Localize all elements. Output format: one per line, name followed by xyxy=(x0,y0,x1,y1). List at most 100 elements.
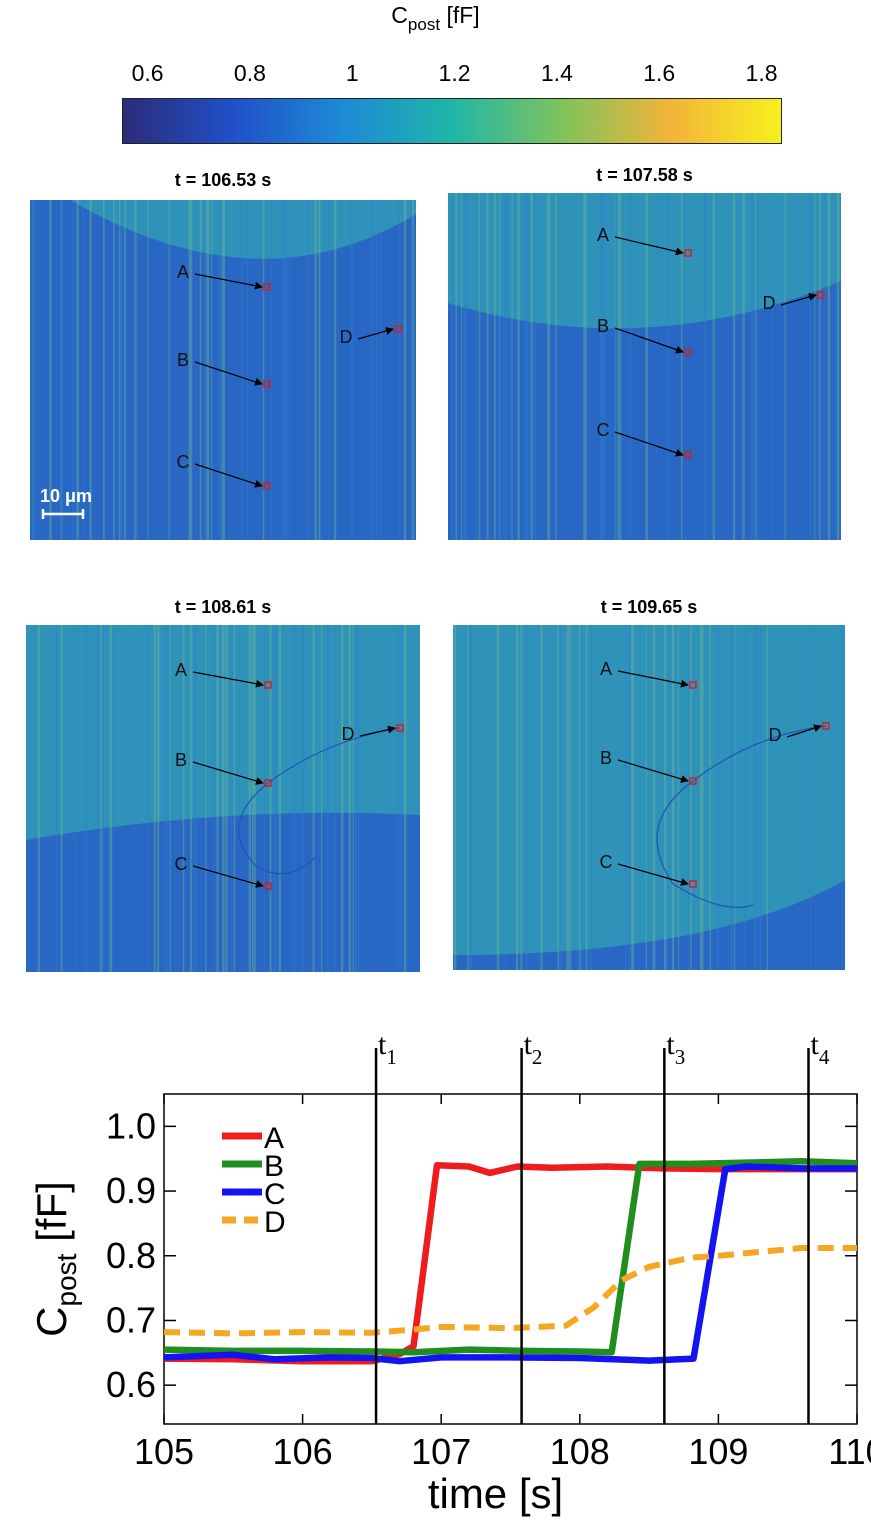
probe-point-b xyxy=(689,777,697,785)
time-marker-label: t4 xyxy=(810,1028,829,1069)
pointer-arrow xyxy=(617,670,689,688)
y-axis-label: Cpost [fF] xyxy=(28,1181,82,1337)
dark-domain xyxy=(30,200,416,540)
probe-label: B xyxy=(600,748,612,768)
probe-point-a xyxy=(684,249,692,257)
capacitance-map: A B C D xyxy=(448,193,841,540)
scale-bar-label: 10 μm xyxy=(40,486,92,506)
colorbar-tick-label: 0.8 xyxy=(233,60,266,86)
colorbar-tick-label: 1.6 xyxy=(643,60,676,86)
series-line-b xyxy=(163,1158,858,1356)
image-streaks xyxy=(451,193,841,540)
x-tick-label: 109 xyxy=(688,1431,748,1472)
probe-label: A xyxy=(177,262,189,282)
pointer-arrow xyxy=(617,863,689,886)
probe-point-b xyxy=(684,348,692,356)
probe-label: B xyxy=(175,750,187,770)
pointer-arrow xyxy=(786,724,822,738)
probe-point-a xyxy=(264,681,272,689)
probe-label: C xyxy=(597,420,610,440)
pointer-arrow xyxy=(617,759,689,783)
y-tick-label: 0.8 xyxy=(106,1235,156,1276)
probe-point-b xyxy=(264,779,272,787)
domain-wall-trace xyxy=(238,727,401,875)
time-marker-label: t3 xyxy=(666,1028,685,1069)
capacitance-map: A B C D xyxy=(453,625,845,970)
probe-point-c xyxy=(263,482,271,490)
colorbar-tick-label: 1.2 xyxy=(438,60,471,86)
colorbar-tick-label: 0.6 xyxy=(131,60,164,86)
probe-point-a xyxy=(263,283,271,291)
probe-label: C xyxy=(175,854,188,874)
series-line-c xyxy=(163,1163,857,1365)
probe-point-a xyxy=(689,681,697,689)
pointer-arrow xyxy=(359,725,396,737)
image-streaks xyxy=(453,625,843,970)
probe-point-c xyxy=(264,882,272,890)
switched-domain xyxy=(30,200,416,259)
pointer-arrow xyxy=(614,236,684,256)
colorbar-tick-label: 1.8 xyxy=(745,60,778,86)
colorbar-tick-label: 1.4 xyxy=(540,60,573,86)
pointer-arrow xyxy=(614,327,684,354)
switched-domain xyxy=(453,625,845,955)
x-tick-label: 110 xyxy=(828,1431,871,1472)
y-tick-label: 0.6 xyxy=(106,1364,156,1405)
pointer-arrow xyxy=(780,293,817,306)
pointer-arrow xyxy=(614,431,684,457)
colorbar-title: Cpost [fF] xyxy=(391,2,480,34)
probe-label: A xyxy=(597,225,609,245)
legend-label: A xyxy=(264,1122,284,1155)
image-panel-1: t = 106.53 s A B C D 10 μm xyxy=(30,170,416,540)
probe-label: C xyxy=(177,452,190,472)
pointer-arrow xyxy=(357,327,394,340)
probe-label: D xyxy=(342,724,355,744)
y-tick-label: 1.0 xyxy=(106,1105,156,1146)
probe-label: D xyxy=(340,327,353,347)
pointer-arrow xyxy=(192,761,264,785)
image-panel-2: t = 107.58 s A B C D xyxy=(448,165,841,540)
capacitance-map: A B C D xyxy=(26,625,420,972)
time-marker-label: t2 xyxy=(524,1028,543,1069)
x-axis-label: time [s] xyxy=(428,1470,563,1517)
probe-label: B xyxy=(177,350,189,370)
y-tick-label: 0.9 xyxy=(106,1170,156,1211)
x-tick-label: 108 xyxy=(550,1431,610,1472)
x-tick-label: 107 xyxy=(411,1431,471,1472)
pointer-arrow xyxy=(192,865,264,888)
y-tick-label: 0.7 xyxy=(106,1299,156,1340)
probe-label: C xyxy=(600,852,613,872)
image-streaks xyxy=(37,625,407,972)
probe-label: D xyxy=(769,725,782,745)
legend-label: C xyxy=(264,1178,286,1211)
x-tick-label: 106 xyxy=(273,1431,333,1472)
switched-domain xyxy=(26,625,420,840)
probe-point-b xyxy=(263,380,271,388)
capacitance-map: A B C D 10 μm xyxy=(30,200,416,540)
probe-label: D xyxy=(763,293,776,313)
time-marker-label: t1 xyxy=(378,1028,397,1069)
panel-title: t = 109.65 s xyxy=(600,597,698,617)
series-line-a xyxy=(163,1161,857,1365)
probe-label: A xyxy=(600,659,612,679)
image-streaks xyxy=(32,200,415,540)
pointer-arrow xyxy=(194,463,263,488)
plot-frame xyxy=(163,1093,858,1425)
panel-title: t = 108.61 s xyxy=(174,597,272,617)
colorbar-tick-label: 1 xyxy=(345,60,359,86)
probe-point-d xyxy=(396,724,404,732)
probe-point-c xyxy=(689,880,697,888)
probe-point-d xyxy=(817,291,825,299)
capacitance-time-plot: 105 106 107 108 109 110 0.6 0.7 0.8 0.9 1.0 t1 t2 t3 t… xyxy=(28,1028,871,1517)
legend-label: D xyxy=(264,1206,286,1239)
scale-bar xyxy=(41,509,85,519)
series-line-d xyxy=(163,1245,857,1337)
switched-domain xyxy=(448,193,841,329)
domain-wall-trace xyxy=(656,725,827,908)
probe-label: A xyxy=(175,660,187,680)
colorbar-tick-labels: 0.6 0.8 1 1.2 1.4 1.6 1.8 xyxy=(0,60,871,90)
image-panel-4: t = 109.65 s A B C D xyxy=(453,597,845,970)
probe-label: B xyxy=(597,316,609,336)
image-panel-3: t = 108.61 s A B C D xyxy=(26,597,420,972)
probe-point-d xyxy=(822,722,830,730)
